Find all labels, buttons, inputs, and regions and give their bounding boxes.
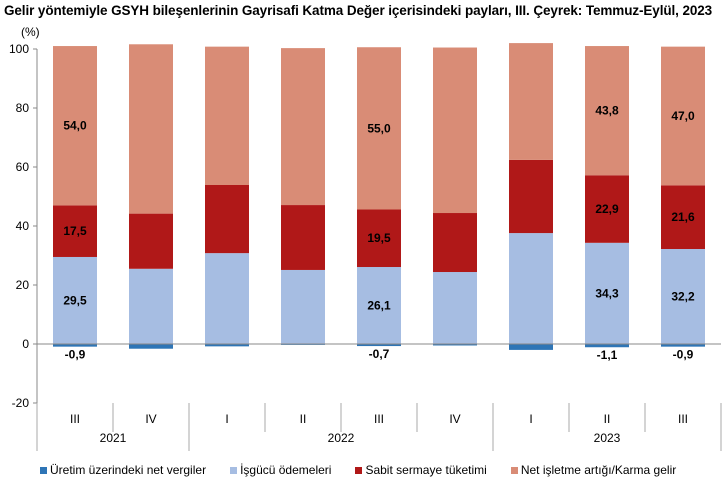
bar-segment — [509, 233, 553, 344]
bar-segment — [661, 344, 705, 347]
y-tick-label: 20 — [16, 278, 30, 292]
bar-segment — [205, 344, 249, 347]
bar-segment — [509, 159, 553, 234]
legend-swatch — [230, 466, 238, 474]
category-label: III — [678, 412, 688, 426]
data-label: -0,7 — [369, 347, 390, 361]
legend-item: İşgücü ödemeleri — [230, 463, 331, 477]
category-label: II — [604, 412, 611, 426]
legend-swatch — [355, 466, 363, 474]
data-label: 43,8 — [595, 104, 619, 118]
category-label: I — [529, 412, 532, 426]
data-label: 32,2 — [671, 290, 695, 304]
legend-item: Sabit sermaye tüketimi — [355, 463, 487, 477]
bar-segment — [129, 213, 173, 269]
bar-segment — [585, 46, 629, 176]
bar-segment — [205, 46, 249, 185]
data-label: -0,9 — [673, 348, 694, 362]
bar-segment — [357, 344, 401, 347]
y-tick-label: 40 — [16, 219, 30, 233]
data-label: 17,5 — [63, 224, 87, 238]
category-label: III — [70, 412, 80, 426]
legend-label: Üretim üzerindeki net vergiler — [50, 463, 207, 477]
legend-label: Sabit sermaye tüketimi — [365, 463, 487, 477]
bar-segment — [661, 249, 705, 344]
data-label: -1,1 — [597, 348, 618, 362]
chart-title: Gelir yöntemiyle GSYH bileşenlerinin Gay… — [4, 3, 713, 18]
bar-segment — [357, 267, 401, 344]
category-label: IV — [449, 412, 460, 426]
bar-segment — [433, 272, 477, 344]
bar-segment — [661, 185, 705, 250]
legend-label: İşgücü ödemeleri — [240, 463, 332, 477]
bar-segment — [53, 205, 97, 257]
data-label: 55,0 — [367, 121, 391, 135]
y-tick-label: 80 — [16, 101, 30, 115]
data-label: 26,1 — [367, 299, 391, 313]
year-label: 2023 — [594, 431, 621, 445]
bar-segment — [281, 269, 325, 344]
y-axis-unit: (%) — [21, 25, 40, 39]
bar-segment — [433, 213, 477, 273]
category-label: IV — [145, 412, 156, 426]
legend-swatch — [510, 466, 518, 474]
data-label: 29,5 — [63, 293, 87, 307]
legend: Üretim üzerindeki net vergiler İşgücü öde… — [40, 463, 700, 477]
legend-label: Net işletme artığı/Karma gelir — [520, 463, 677, 477]
bar-segment — [585, 344, 629, 348]
bar-segment — [205, 253, 249, 344]
bar-segment — [129, 44, 173, 214]
y-tick-label: -20 — [12, 396, 30, 410]
bar-segment — [205, 184, 249, 254]
data-label: 19,5 — [367, 231, 391, 245]
y-tick-label: 60 — [16, 160, 30, 174]
data-label: 47,0 — [671, 109, 695, 123]
bar-segment — [585, 175, 629, 243]
data-label: 54,0 — [63, 119, 87, 133]
bar-segment — [53, 256, 97, 344]
y-tick-label: 0 — [22, 337, 29, 351]
legend-swatch — [40, 466, 47, 474]
bar-segment — [281, 205, 325, 270]
bar-segment — [53, 344, 97, 347]
bar-segment — [433, 344, 477, 346]
year-label: 2021 — [100, 431, 127, 445]
data-label: 21,6 — [671, 210, 695, 224]
bar-segment — [129, 268, 173, 344]
year-label: 2022 — [328, 431, 355, 445]
legend-item: Üretim üzerindeki net vergiler — [40, 463, 206, 477]
bar-segment — [433, 47, 477, 214]
bar-segment — [53, 46, 97, 206]
data-label: -0,9 — [65, 348, 86, 362]
bar-segment — [585, 242, 629, 344]
bar-segment — [509, 43, 553, 160]
bar-segment — [661, 46, 705, 186]
bar-segment — [129, 344, 173, 349]
bar-segment — [509, 344, 553, 350]
bar-segment — [357, 47, 401, 210]
bar-segment — [357, 209, 401, 268]
category-label: II — [300, 412, 307, 426]
data-label: 34,3 — [595, 286, 619, 300]
legend-item: Net işletme artığı/Karma gelir — [510, 463, 677, 477]
data-label: 22,9 — [595, 202, 619, 216]
bar-segment — [281, 48, 325, 206]
category-label: III — [374, 412, 384, 426]
category-label: I — [225, 412, 228, 426]
y-tick-label: 100 — [9, 42, 29, 56]
